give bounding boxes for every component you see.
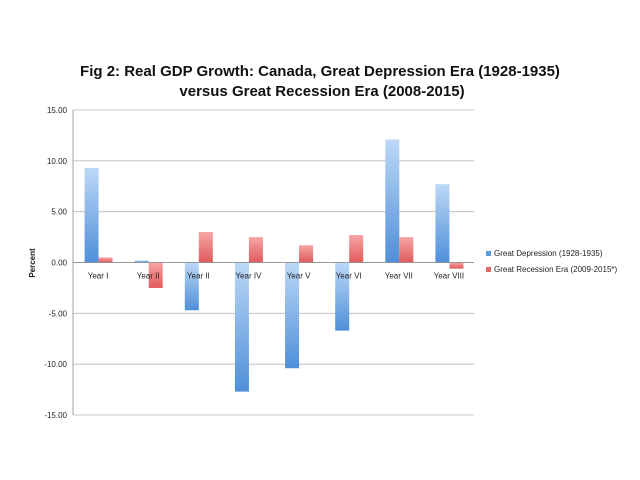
y-tick-label: 0.00 (51, 259, 67, 268)
bar-depression-1 (84, 167, 99, 263)
labels: 15.00 10.00 5.00 0.00 -5.00 -10.00 -15.00 Year … (44, 106, 464, 420)
y-tick-label: 10.00 (47, 157, 68, 166)
bar-recession-8 (449, 262, 464, 269)
gridlines (73, 109, 474, 416)
bar-depression-8 (435, 184, 450, 263)
category-label: Year VIII (434, 272, 464, 281)
legend-swatch (486, 267, 491, 272)
title-line-1: Fig 2: Real GDP Growth: Canada, Great De… (80, 63, 560, 80)
category-label: Year IV (235, 272, 262, 281)
legend-swatch (486, 251, 491, 256)
y-tick-label: 5.00 (51, 208, 67, 217)
y-tick-label: -5.00 (49, 309, 68, 318)
category-label: Year I (88, 272, 109, 281)
category-label: Year VII (385, 272, 413, 281)
category-label: Year VI (336, 272, 362, 281)
legend: Great Depression (1928-1935) Great Recess… (486, 249, 618, 274)
y-axis-title: Percent (28, 248, 37, 278)
legend-label: Great Depression (1928-1935) (494, 249, 603, 258)
chart-title: Fig 2: Real GDP Growth: Canada, Great De… (0, 62, 640, 102)
legend-label: Great Recession Era (2009-2015*) (494, 265, 618, 274)
y-tick-label: -15.00 (44, 411, 67, 420)
axes (72, 110, 474, 415)
bar-recession-5 (299, 245, 314, 263)
bars (84, 139, 464, 392)
bar-recession-2 (148, 262, 163, 288)
bar-depression-7 (385, 139, 400, 263)
category-label: Year II (137, 272, 160, 281)
bar-depression-6 (335, 262, 350, 331)
bar-recession-1 (98, 257, 113, 263)
category-label: Year II (187, 272, 210, 281)
bar-recession-7 (399, 237, 414, 263)
y-tick-label: 15.00 (47, 106, 68, 115)
bar-depression-5 (285, 262, 300, 369)
bar-depression-4 (234, 262, 249, 392)
bar-depression-2 (134, 260, 149, 263)
bar-recession-4 (248, 237, 263, 263)
title-line-2: versus Great Recession Era (2008-2015) (179, 83, 465, 100)
y-tick-label: -10.00 (44, 360, 67, 369)
bar-depression-3 (184, 262, 199, 311)
category-label: Year V (287, 272, 311, 281)
bar-recession-3 (198, 232, 213, 263)
bar-recession-6 (349, 235, 364, 263)
